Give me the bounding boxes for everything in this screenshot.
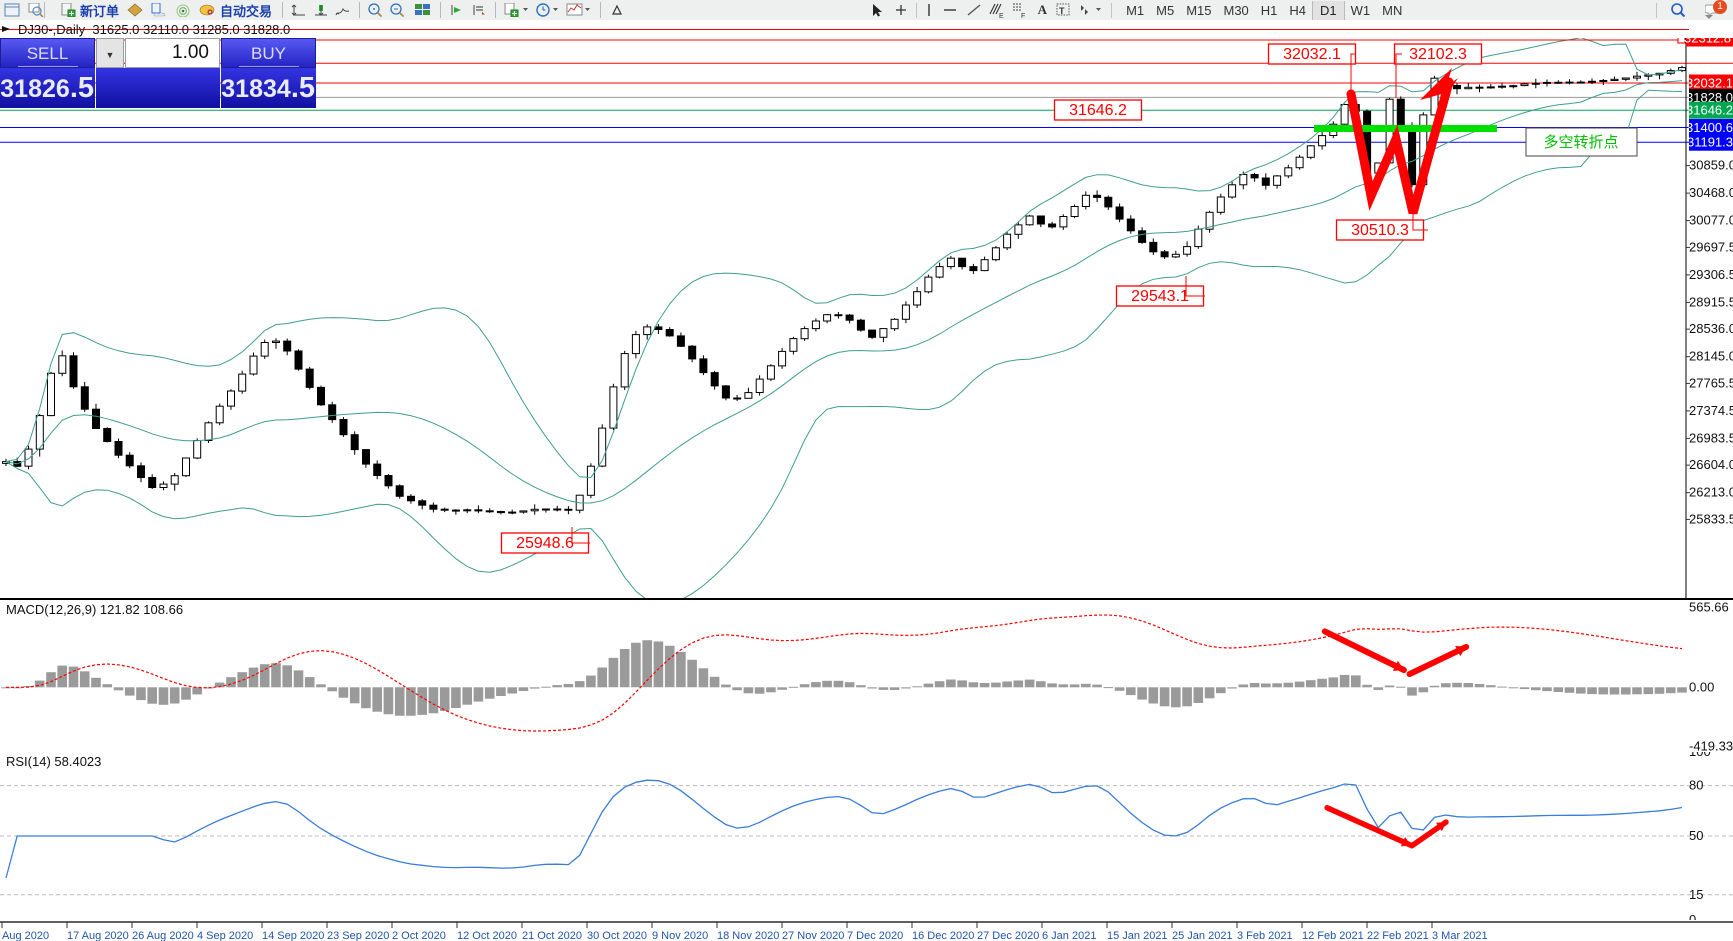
svg-text:T: T (1059, 6, 1065, 16)
svg-text:17 Aug 2020: 17 Aug 2020 (67, 930, 129, 941)
svg-text:30468.0: 30468.0 (1689, 185, 1733, 200)
svg-text:26213.0: 26213.0 (1689, 485, 1733, 500)
svg-text:30077.0: 30077.0 (1689, 213, 1733, 228)
svg-text:9 Nov 2020: 9 Nov 2020 (652, 930, 708, 941)
svg-text:30510.3: 30510.3 (1351, 222, 1409, 239)
svg-text:32312.8: 32312.8 (1684, 38, 1731, 46)
svg-text:22 Feb 2021: 22 Feb 2021 (1367, 930, 1429, 941)
svg-text:25948.6: 25948.6 (516, 535, 574, 552)
svg-text:26604.0: 26604.0 (1689, 457, 1733, 472)
svg-text:27765.5: 27765.5 (1689, 375, 1733, 390)
svg-text:29306.5: 29306.5 (1689, 267, 1733, 282)
svg-text:30859.0: 30859.0 (1689, 158, 1733, 173)
svg-text:28915.5: 28915.5 (1689, 294, 1733, 309)
svg-text:30 Oct 2020: 30 Oct 2020 (587, 930, 647, 941)
svg-text:27 Dec 2020: 27 Dec 2020 (977, 930, 1039, 941)
svg-text:16 Dec 2020: 16 Dec 2020 (912, 930, 974, 941)
svg-text:15 Jan 2021: 15 Jan 2021 (1107, 930, 1168, 941)
svg-text:0.00: 0.00 (1689, 679, 1714, 694)
svg-text:25 Jan 2021: 25 Jan 2021 (1172, 930, 1233, 941)
svg-text:12 Oct 2020: 12 Oct 2020 (457, 930, 517, 941)
svg-text:RSI(14) 58.4023: RSI(14) 58.4023 (6, 754, 101, 769)
svg-text:32032.1: 32032.1 (1283, 46, 1341, 63)
svg-text:100: 100 (1689, 752, 1711, 759)
svg-text:565.66: 565.66 (1689, 600, 1729, 615)
svg-text:31646.2: 31646.2 (1686, 103, 1733, 118)
svg-text:Aug 2020: Aug 2020 (2, 930, 49, 941)
svg-text:14 Sep 2020: 14 Sep 2020 (262, 930, 324, 941)
svg-text:23 Sep 2020: 23 Sep 2020 (327, 930, 389, 941)
svg-text:27 Nov 2020: 27 Nov 2020 (782, 930, 844, 941)
svg-text:25833.5: 25833.5 (1689, 511, 1733, 526)
svg-text:31191.3: 31191.3 (1687, 135, 1733, 150)
svg-text:4 Sep 2020: 4 Sep 2020 (197, 930, 253, 941)
svg-text:-419.33: -419.33 (1689, 738, 1733, 752)
svg-text:12 Feb 2021: 12 Feb 2021 (1302, 930, 1364, 941)
svg-text:80: 80 (1689, 778, 1703, 793)
svg-text:E: E (999, 13, 1004, 18)
svg-text:MACD(12,26,9) 121.82 108.66: MACD(12,26,9) 121.82 108.66 (6, 602, 183, 617)
svg-text:26983.5: 26983.5 (1689, 430, 1733, 445)
svg-text:18 Nov 2020: 18 Nov 2020 (717, 930, 779, 941)
svg-text:29697.5: 29697.5 (1689, 239, 1733, 254)
svg-text:27374.5: 27374.5 (1689, 403, 1733, 418)
svg-text:31400.6: 31400.6 (1686, 120, 1733, 135)
svg-text:32032.1: 32032.1 (1686, 76, 1733, 91)
svg-text:31646.2: 31646.2 (1069, 102, 1127, 119)
svg-text:7 Dec 2020: 7 Dec 2020 (847, 930, 903, 941)
svg-text:2 Oct 2020: 2 Oct 2020 (392, 930, 446, 941)
svg-text:3 Mar 2021: 3 Mar 2021 (1432, 930, 1488, 941)
svg-text:28536.0: 28536.0 (1689, 321, 1733, 336)
svg-text:32102.3: 32102.3 (1409, 46, 1467, 63)
svg-text:29543.1: 29543.1 (1131, 288, 1189, 305)
svg-text:28145.0: 28145.0 (1689, 349, 1733, 364)
svg-text:50: 50 (1689, 828, 1703, 843)
svg-text:F: F (1021, 13, 1025, 18)
svg-text:多空转折点: 多空转折点 (1543, 134, 1618, 151)
svg-text:3 Feb 2021: 3 Feb 2021 (1237, 930, 1293, 941)
svg-text:26 Aug 2020: 26 Aug 2020 (132, 930, 194, 941)
svg-text:15: 15 (1689, 887, 1703, 902)
svg-text:6 Jan 2021: 6 Jan 2021 (1042, 930, 1096, 941)
svg-text:0: 0 (1689, 912, 1696, 920)
svg-text:21 Oct 2020: 21 Oct 2020 (522, 930, 582, 941)
